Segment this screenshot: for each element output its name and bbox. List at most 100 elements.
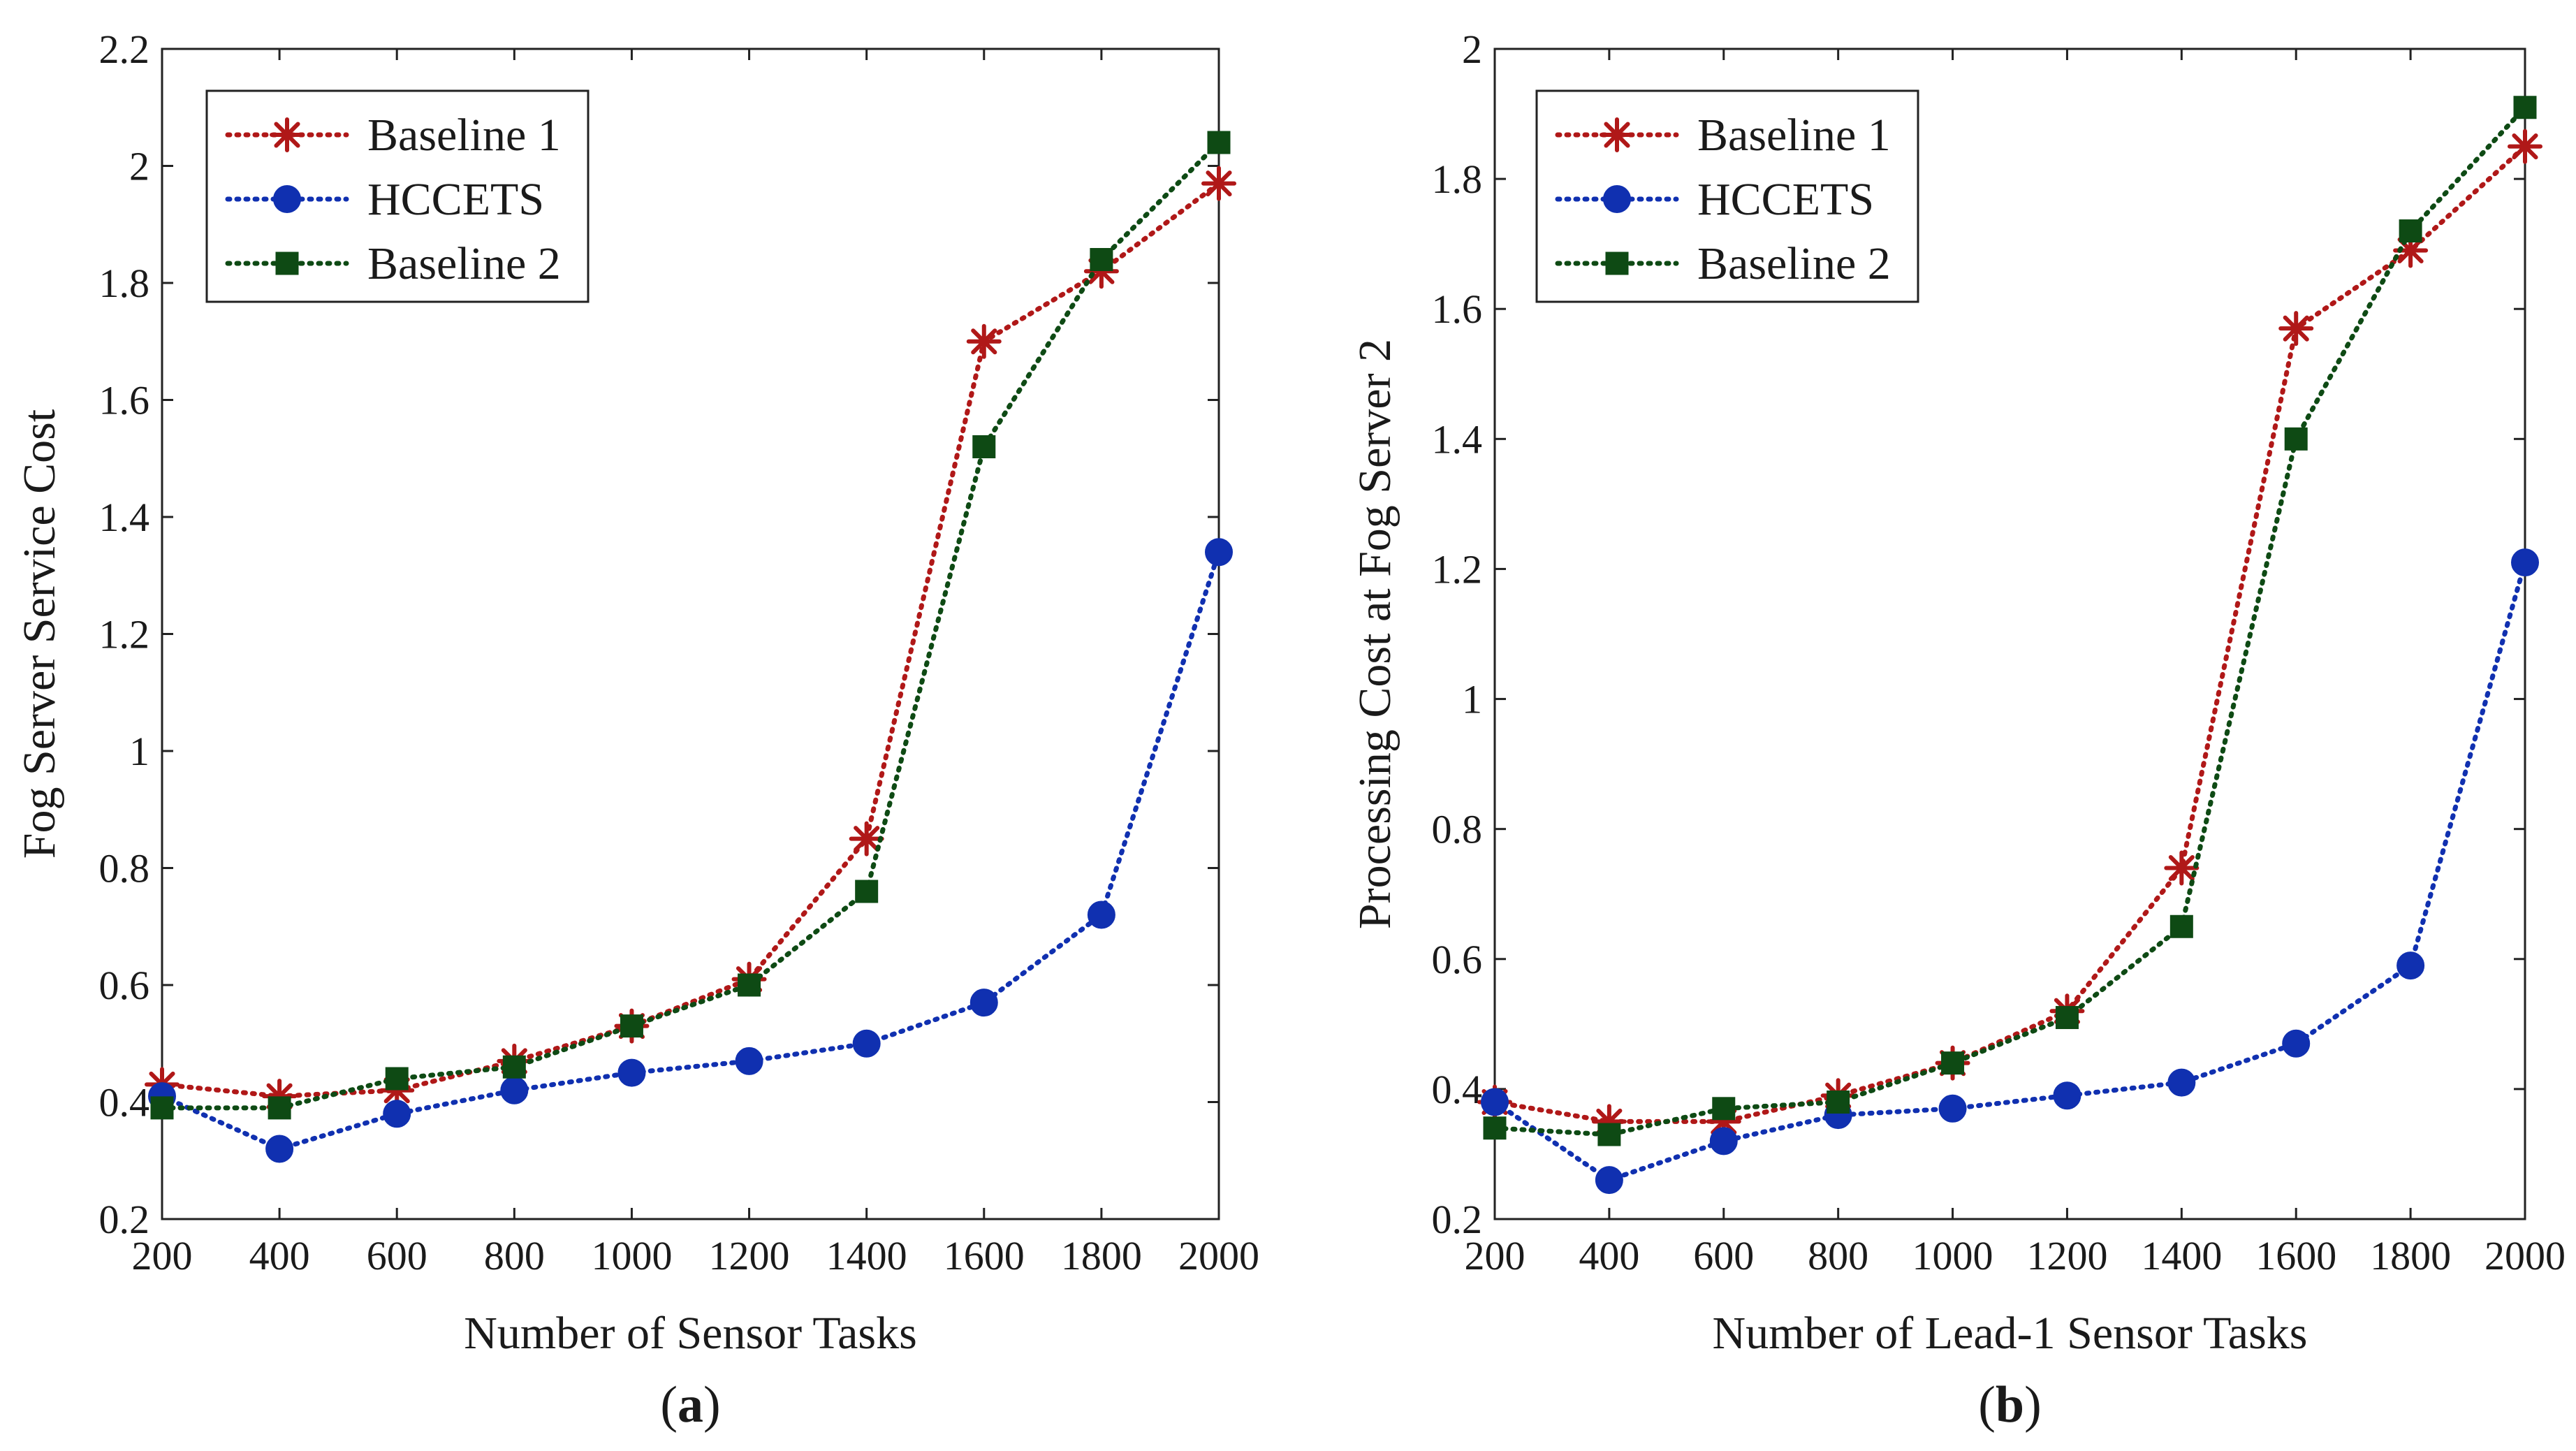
y-tick-label: 2.2: [99, 27, 150, 72]
data-point: [1087, 901, 1115, 929]
data-point: [2164, 850, 2200, 886]
x-tick-label: 1200: [2026, 1233, 2107, 1278]
chart-a: 200 400 600 800 1000 1200 1400 1600 1800 2000 0.2 0…: [14, 27, 1259, 1434]
y-tick-label: 1.8: [99, 261, 150, 306]
data-point: [502, 1055, 526, 1079]
y-tick-label: 0.8: [99, 846, 150, 891]
y-tick-label: 0.4: [1432, 1067, 1483, 1112]
x-tick-label: 800: [1808, 1233, 1868, 1278]
data-point: [1712, 1097, 1736, 1121]
x-tick-label: 1000: [591, 1233, 672, 1278]
data-point: [620, 1014, 643, 1038]
legend-marker: [275, 251, 299, 275]
data-point: [1090, 248, 1113, 271]
legend-box: [205, 89, 590, 303]
data-point: [617, 1058, 646, 1087]
y-tick-label: 1.2: [99, 612, 150, 657]
y-tick-label: 0.2: [1432, 1197, 1483, 1242]
data-point: [2511, 548, 2539, 577]
data-point: [1595, 1166, 1623, 1195]
data-point: [1207, 131, 1231, 154]
panel-caption: (b): [1978, 1376, 2041, 1434]
data-point: [2508, 129, 2542, 164]
legend-marker: [1603, 185, 1631, 213]
data-point: [1483, 1116, 1507, 1140]
legend-marker: [273, 185, 301, 213]
x-tick-label: 1400: [826, 1233, 907, 1278]
caption-open-paren: (: [1978, 1376, 1996, 1434]
data-point: [738, 973, 761, 997]
legend: Baseline 1 HCCETS Baseline 2: [1535, 89, 1919, 303]
y-tick-label: 0.6: [99, 963, 150, 1008]
legend-marker: [1605, 251, 1629, 275]
data-point: [1709, 1127, 1738, 1155]
y-tick-label: 1.8: [1432, 156, 1483, 202]
data-point: [262, 1079, 298, 1114]
data-point: [849, 821, 884, 856]
data-point: [1205, 538, 1233, 567]
data-point: [2284, 427, 2308, 451]
data-point: [735, 1047, 763, 1075]
plot-frame: [1493, 48, 2526, 1220]
x-tick-label: 2000: [2484, 1233, 2566, 1278]
data-point: [2513, 96, 2537, 119]
legend-box: [1535, 89, 1919, 303]
data-point: [150, 1096, 174, 1120]
y-tick-label: 1.2: [1432, 546, 1483, 592]
data-point: [1938, 1094, 1967, 1123]
data-point: [2169, 914, 2193, 938]
data-point: [1083, 254, 1119, 289]
series-baseline-2: [150, 131, 1231, 1120]
y-tick-label: 1.4: [99, 495, 150, 540]
data-point: [385, 1067, 409, 1091]
data-point: [2055, 1006, 2079, 1030]
data-point: [969, 989, 998, 1017]
x-axis-label: Number of Lead-1 Sensor Tasks: [1713, 1308, 2308, 1359]
x-tick-label: 600: [1693, 1233, 1754, 1278]
data-point: [268, 1096, 291, 1120]
data-point: [852, 1029, 881, 1058]
data-point: [1706, 1104, 1741, 1139]
y-axis-label: Fog Server Service Cost: [14, 409, 65, 859]
x-tick-label: 2000: [1178, 1233, 1259, 1278]
x-tick-label: 600: [367, 1233, 427, 1278]
series-hccets: [148, 538, 1233, 1163]
caption-letter: b: [1996, 1376, 2024, 1434]
x-tick-label: 1800: [2370, 1233, 2451, 1278]
data-point: [2278, 311, 2314, 347]
legend: Baseline 1 HCCETS Baseline 2: [205, 89, 590, 303]
data-point: [1827, 1091, 1850, 1114]
data-point: [1481, 1088, 1509, 1116]
legend-entry: Baseline 2: [1697, 238, 1891, 289]
x-tick-label: 200: [1465, 1233, 1525, 1278]
data-point: [855, 880, 879, 903]
y-tick-label: 1: [1462, 677, 1482, 722]
x-tick-label: 1000: [1912, 1233, 1993, 1278]
data-point: [972, 435, 996, 458]
data-point: [2167, 1068, 2196, 1097]
y-tick-label: 0.6: [1432, 937, 1483, 982]
x-tick-label: 200: [132, 1233, 193, 1278]
panel-caption: (a): [660, 1376, 720, 1434]
legend-marker: [1600, 117, 1634, 152]
series-line: [159, 181, 1222, 1099]
x-tick-label: 1600: [944, 1233, 1025, 1278]
x-tick-label: 400: [249, 1233, 310, 1278]
x-tick-label: 1800: [1061, 1233, 1142, 1278]
legend-entry: Baseline 1: [367, 110, 561, 161]
y-tick-label: 2: [1462, 27, 1482, 72]
y-tick-label: 1: [129, 729, 149, 774]
x-tick-label: 1400: [2141, 1233, 2222, 1278]
legend-entry: Baseline 1: [1697, 110, 1891, 161]
caption-close-paren: ): [703, 1376, 721, 1434]
y-tick-label: 1.4: [1432, 416, 1483, 462]
data-point: [1201, 166, 1236, 201]
legend-entry: HCCETS: [367, 174, 544, 225]
series-line: [159, 140, 1222, 1111]
x-tick-label: 1200: [709, 1233, 790, 1278]
data-point: [383, 1100, 411, 1128]
legend-marker: [270, 117, 305, 152]
y-axis-label: Processing Cost at Fog Server 2: [1349, 339, 1400, 929]
data-point: [2393, 233, 2429, 268]
